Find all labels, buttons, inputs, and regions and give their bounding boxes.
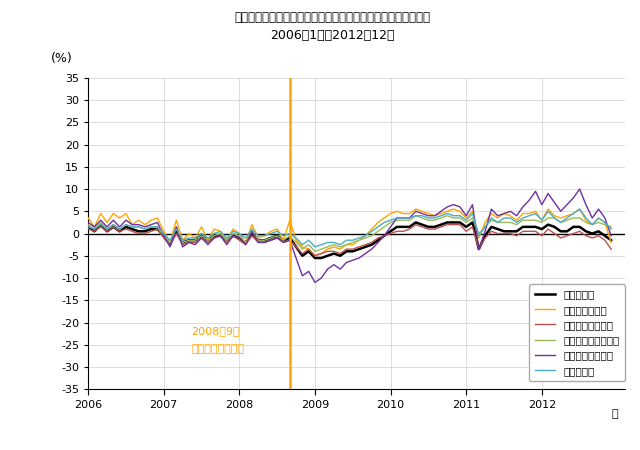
Text: リーマンショック: リーマンショック — [191, 344, 244, 354]
Text: 2006年1月～2012年12月: 2006年1月～2012年12月 — [271, 29, 395, 42]
Legend: 調査産業計, 金融業，保険業, 飲食サービス業等, 生活関連サービス等, 教育，学習支援業, 医療，福祉: 調査産業計, 金融業，保険業, 飲食サービス業等, 生活関連サービス等, 教育，… — [529, 284, 625, 381]
Text: 《参考》主な産業別総実労働時間（前年同月比）　就業形態計: 《参考》主な産業別総実労働時間（前年同月比） 就業形態計 — [235, 11, 431, 24]
Text: 2008年9月: 2008年9月 — [191, 326, 240, 337]
Text: 年: 年 — [611, 409, 618, 419]
Text: (%): (%) — [51, 52, 72, 65]
